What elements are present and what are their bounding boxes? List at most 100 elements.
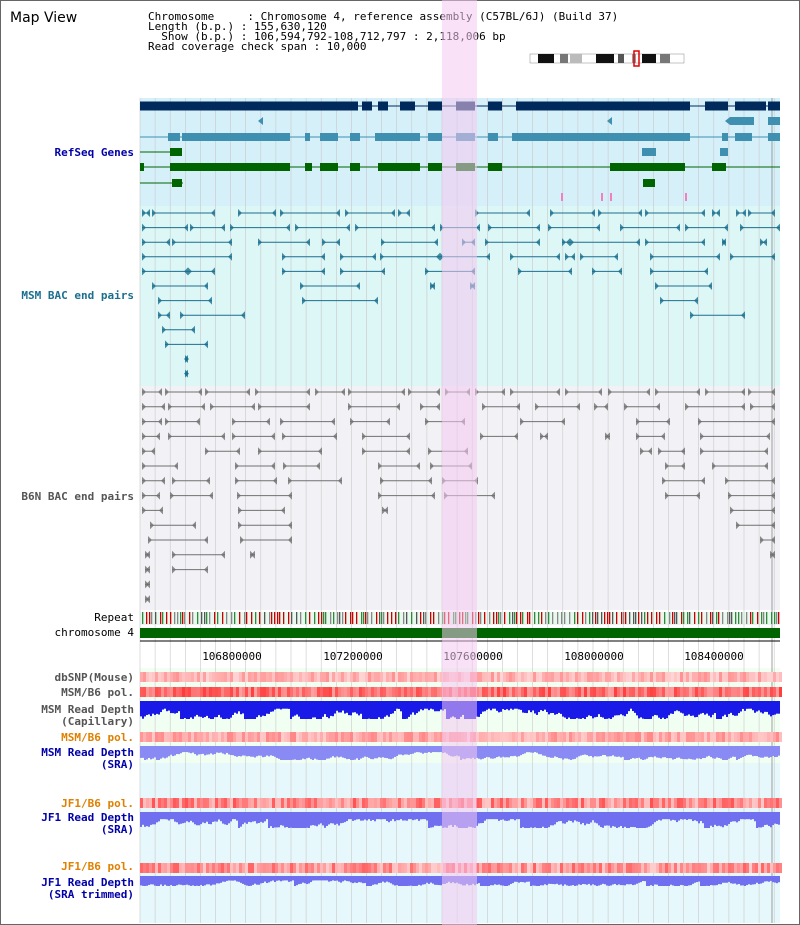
b6n-bac-track[interactable] xyxy=(142,388,775,604)
heat-cell xyxy=(773,672,776,682)
repeat-element xyxy=(146,612,148,624)
depth-bar xyxy=(362,701,364,719)
b6n-pair-end xyxy=(318,447,322,456)
heat-cell xyxy=(161,732,164,742)
heat-cell xyxy=(338,672,341,682)
heat-cell xyxy=(680,687,683,697)
depth-bar xyxy=(480,812,482,824)
depth-bar xyxy=(226,701,228,719)
heat-cell xyxy=(359,732,362,742)
depth-bar xyxy=(164,701,166,709)
heat-cell xyxy=(551,732,554,742)
heat-cell xyxy=(359,687,362,697)
depth-bar xyxy=(564,812,566,824)
heat-cell xyxy=(587,687,590,697)
depth-bar xyxy=(384,812,386,820)
depth-bar xyxy=(150,746,152,760)
heat-cell xyxy=(344,687,347,697)
depth-bar xyxy=(382,746,384,758)
heat-cell xyxy=(218,732,221,742)
heat-cell xyxy=(335,863,338,873)
depth-bar xyxy=(320,812,322,824)
heat-cell xyxy=(515,863,518,873)
repeat-element xyxy=(206,612,208,624)
msm-pair-end xyxy=(355,223,359,232)
b6n-pair-end xyxy=(288,476,292,485)
heat-cell xyxy=(659,672,662,682)
msm-pair-end xyxy=(742,209,746,217)
chromosome-ideogram[interactable] xyxy=(529,50,685,67)
heat-cell xyxy=(305,672,308,682)
msm-pair-end xyxy=(694,296,698,305)
depth-bar xyxy=(500,701,502,712)
track-label-b6n-bac[interactable]: B6N BAC end pairs xyxy=(21,490,134,503)
depth-bar xyxy=(220,812,222,822)
heat-cell xyxy=(674,798,677,808)
heat-cell xyxy=(386,672,389,682)
heat-cell xyxy=(422,732,425,742)
b6n-pair-end xyxy=(665,491,669,500)
depth-bar xyxy=(402,746,404,756)
heat-cell xyxy=(617,798,620,808)
highlight-region[interactable] xyxy=(442,0,477,925)
msm-bac-track[interactable] xyxy=(142,209,780,378)
repeat-track[interactable] xyxy=(142,612,780,624)
depth-bar xyxy=(410,701,412,715)
b6n-pair-end xyxy=(251,550,255,559)
depth-bar xyxy=(332,701,334,717)
depth-bar xyxy=(744,812,746,820)
heat-cell xyxy=(740,863,743,873)
depth-bar xyxy=(686,701,688,716)
b6n-pair-end xyxy=(535,402,539,411)
depth-bar xyxy=(146,746,148,760)
msm-pair-end xyxy=(322,238,326,247)
heat-cell xyxy=(662,672,665,682)
depth-bar xyxy=(432,812,434,828)
depth-bar xyxy=(686,812,688,820)
b6n-pair-end xyxy=(168,432,172,441)
track-label-refseq[interactable]: RefSeq Genes xyxy=(54,146,134,159)
depth-bar xyxy=(148,876,150,885)
heat-cell xyxy=(425,732,428,742)
heat-cell xyxy=(479,732,482,742)
heat-cell xyxy=(266,863,269,873)
depth-bar xyxy=(506,746,508,758)
heat-cell xyxy=(398,672,401,682)
heat-cell xyxy=(290,798,293,808)
depth-bar xyxy=(748,876,750,885)
heat-cell xyxy=(347,732,350,742)
track-label-msm-bac[interactable]: MSM BAC end pairs xyxy=(21,289,134,302)
msm-pair-end xyxy=(228,252,232,261)
depth-bar xyxy=(730,701,732,713)
depth-bar xyxy=(204,746,206,756)
depth-bar xyxy=(212,876,214,885)
depth-bar xyxy=(762,701,764,714)
msm-pair-end xyxy=(748,209,752,217)
depth-bar xyxy=(298,746,300,760)
heat-cell xyxy=(542,732,545,742)
heat-cell xyxy=(728,863,731,873)
heat-cell xyxy=(206,863,209,873)
heat-cell xyxy=(641,687,644,697)
depth-bar xyxy=(586,812,588,824)
density-tracks[interactable] xyxy=(140,672,782,886)
b6n-pair-end xyxy=(480,432,484,441)
msm-pair-end xyxy=(618,267,622,276)
depth-bar xyxy=(248,812,250,822)
heat-cell xyxy=(710,672,713,682)
heat-cell xyxy=(242,687,245,697)
gene-exon xyxy=(400,101,415,111)
heat-cell xyxy=(362,732,365,742)
depth-bar xyxy=(172,746,174,757)
depth-bar xyxy=(594,746,596,757)
heat-cell xyxy=(758,732,761,742)
heat-cell xyxy=(158,672,161,682)
heat-cell xyxy=(698,798,701,808)
gene-exon xyxy=(428,101,442,111)
b6n-pair-end xyxy=(348,402,352,411)
heat-cell xyxy=(560,798,563,808)
heat-cell xyxy=(407,732,410,742)
heat-cell xyxy=(401,732,404,742)
heat-cell xyxy=(689,798,692,808)
